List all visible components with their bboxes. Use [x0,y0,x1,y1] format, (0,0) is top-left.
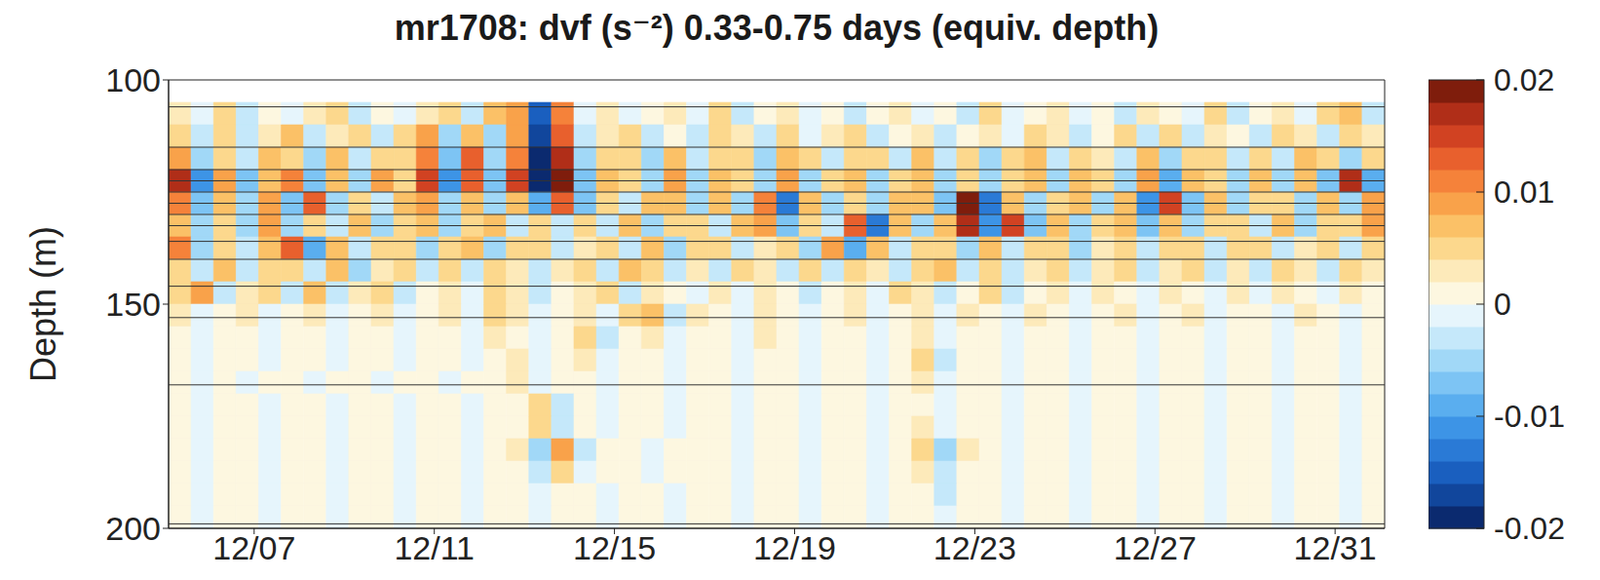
svg-text:12/23: 12/23 [933,529,1017,567]
svg-text:12/19: 12/19 [753,529,837,567]
html-text:mr1708: dvf (s⁻²) 0.33-0.75 da: mr1708: dvf (s⁻²) 0.33-0.75 days (equiv.… [394,7,1159,48]
svg-text:12/07: 12/07 [212,529,296,567]
svg-text:0: 0 [1493,286,1512,322]
svg-text:12/27: 12/27 [1113,529,1197,567]
svg-text:12/15: 12/15 [572,529,656,567]
svg-text:0.02: 0.02 [1493,62,1555,98]
svg-text:-0.02: -0.02 [1493,510,1565,546]
svg-text:Depth (m): Depth (m) [23,226,64,382]
svg-text:12/31: 12/31 [1294,529,1377,567]
svg-text:150: 150 [105,285,161,323]
svg-text:200: 200 [105,509,161,547]
svg-text:-0.01: -0.01 [1493,398,1565,434]
svg-text:12/11: 12/11 [393,529,475,567]
svg-text:0.01: 0.01 [1493,174,1555,210]
svg-text:100: 100 [105,61,161,99]
